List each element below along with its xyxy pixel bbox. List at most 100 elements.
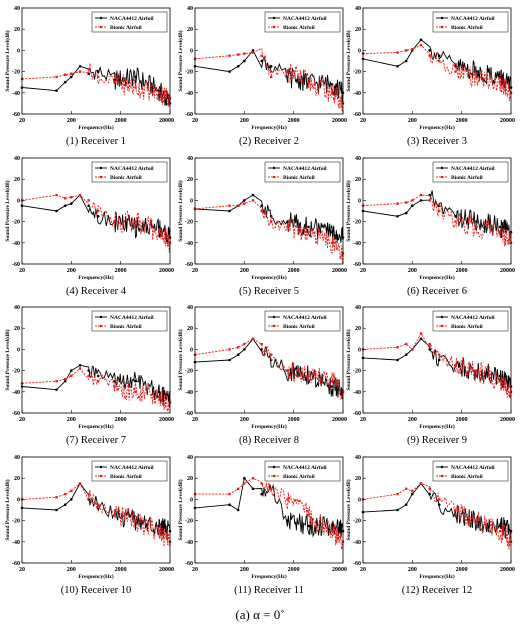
y-tick-label: 0 — [17, 48, 20, 54]
x-tick-label: 200 — [67, 567, 76, 573]
legend-marker — [441, 25, 444, 29]
x-tick-label: 2000 — [288, 417, 300, 423]
x-axis-label: Frequency(Hz) — [419, 274, 455, 281]
data-point — [260, 59, 264, 63]
data-point — [428, 54, 431, 57]
legend-label: Bionic Airfoil — [283, 474, 315, 480]
chart-panel-10: -60 -40 -20 0 20 40 20 200 2000 20000 Frequency(Hz… — [4, 455, 174, 596]
data-point — [87, 68, 90, 71]
data-point — [411, 204, 414, 207]
legend-marker — [272, 166, 276, 170]
data-point — [411, 348, 414, 351]
x-tick-label: 20 — [192, 567, 198, 573]
legend-label: Bionic Airfoil — [283, 175, 315, 181]
data-point — [228, 209, 231, 213]
y-tick-label: -40 — [185, 241, 193, 247]
legend-label: NACA4412 Airfoil — [283, 16, 327, 22]
legend-marker — [100, 175, 103, 179]
data-point — [396, 202, 399, 205]
data-point — [157, 395, 161, 399]
series-line — [362, 338, 512, 391]
chart-panel-8: -60 -40 -20 0 20 40 20 200 2000 20000 Frequency(Hz… — [177, 305, 347, 446]
data-point — [251, 477, 255, 480]
y-tick-label: 0 — [190, 497, 193, 503]
x-tick-label: 20000 — [159, 268, 174, 274]
data-point — [97, 209, 100, 213]
data-point — [251, 193, 255, 197]
data-point — [228, 204, 231, 207]
legend-box — [432, 161, 509, 183]
data-point — [63, 80, 67, 84]
legend-marker — [272, 16, 276, 20]
data-point — [64, 377, 67, 381]
x-tick-label: 200 — [240, 268, 249, 274]
data-point — [87, 369, 90, 372]
data-point — [475, 75, 478, 79]
chart-panel-11: -60 -40 -20 0 20 40 20 200 2000 20000 Frequency(Hz… — [177, 455, 347, 596]
x-tick-label: 20 — [192, 417, 198, 423]
data-point — [243, 202, 246, 205]
data-point — [270, 487, 273, 490]
legend-label: NACA4412 Airfoil — [451, 166, 495, 172]
data-point — [404, 353, 408, 357]
series-line — [194, 338, 344, 400]
data-point — [270, 220, 273, 223]
x-tick-label: 2000 — [115, 268, 127, 274]
y-tick-label: 40 — [14, 455, 20, 461]
data-point — [307, 81, 310, 84]
y-tick-label: -40 — [185, 540, 193, 546]
legend-label: Bionic Airfoil — [110, 474, 142, 480]
x-tick-label: 200 — [408, 567, 417, 573]
series-line — [362, 482, 512, 539]
data-point — [475, 519, 478, 522]
data-point — [454, 70, 457, 73]
panel-caption: (12) Receiver 12 — [402, 585, 473, 596]
y-tick-label: 0 — [190, 48, 193, 54]
data-point — [236, 65, 240, 68]
data-point — [70, 374, 73, 378]
y-tick-label: 0 — [358, 48, 361, 54]
data-point — [134, 220, 137, 223]
legend-marker — [100, 474, 103, 478]
data-point — [236, 508, 240, 512]
x-axis-label: Frequency(Hz) — [251, 274, 287, 281]
data-point — [411, 48, 414, 51]
data-point — [228, 70, 231, 73]
plot-frame — [194, 456, 344, 564]
plot-frame — [21, 7, 171, 115]
plot-frame — [194, 157, 344, 265]
x-tick-label: 2000 — [115, 567, 127, 573]
x-axis-label: Frequency(Hz) — [419, 423, 455, 430]
y-tick-label: 20 — [355, 326, 361, 332]
data-point — [63, 204, 67, 207]
y-tick-label: 40 — [355, 6, 361, 12]
y-tick-label: -60 — [353, 262, 361, 268]
data-point — [454, 364, 457, 367]
data-point — [454, 215, 457, 218]
plot-frame — [21, 456, 171, 564]
data-point — [307, 225, 310, 229]
y-tick-label: -20 — [12, 220, 20, 226]
plot-frame — [362, 456, 512, 564]
legend-label: NACA4412 Airfoil — [110, 16, 154, 22]
legend-marker — [440, 16, 444, 20]
x-tick-label: 20 — [19, 118, 25, 124]
legend-label: Bionic Airfoil — [110, 25, 142, 31]
data-point — [307, 231, 310, 234]
y-tick-label: 20 — [355, 177, 361, 183]
legend-box — [264, 161, 341, 183]
y-tick-label: -40 — [12, 241, 20, 247]
legend-marker — [441, 324, 444, 328]
series-line — [362, 39, 512, 92]
data-point — [419, 199, 423, 202]
data-point — [228, 348, 231, 351]
x-tick-label: 2000 — [288, 118, 300, 124]
y-tick-label: -60 — [12, 262, 20, 268]
legend-marker — [441, 175, 444, 179]
x-tick-label: 2000 — [115, 417, 127, 423]
y-tick-label: 40 — [355, 156, 361, 162]
data-point — [396, 51, 399, 54]
y-tick-label: 40 — [187, 6, 193, 12]
data-point — [454, 220, 457, 223]
data-point — [228, 492, 231, 496]
